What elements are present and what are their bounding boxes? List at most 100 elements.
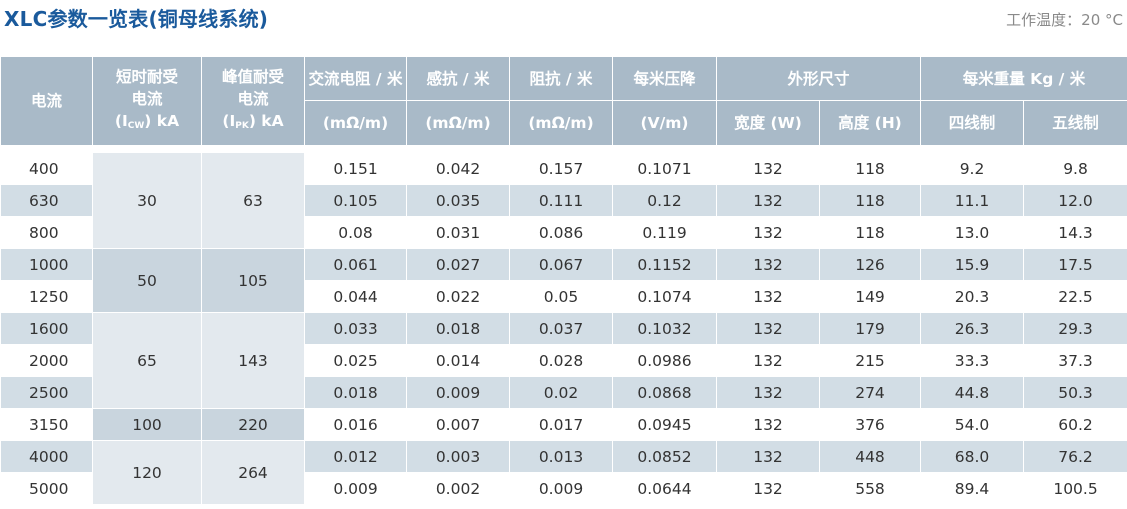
cell-weight-four: 15.9 [920,248,1025,281]
cell-impedance: 0.05 [509,280,613,313]
cell-icw: 100 [92,408,202,441]
cell-current: 1250 [0,280,93,313]
cell-ac-resistance: 0.08 [304,216,407,249]
table-row: 800 0.08 0.031 0.086 0.119 132 118 13.0 … [0,216,1127,249]
cell-weight-five: 76.2 [1023,440,1127,473]
cell-height: 376 [818,408,922,441]
header-weight: 每米重量 Kg / 米 [920,56,1127,101]
cell-voltage-drop: 0.0852 [612,440,717,473]
cell-current: 3150 [0,408,93,441]
cell-height: 558 [818,472,922,505]
cell-height: 126 [818,248,922,281]
cell-weight-five: 14.3 [1023,216,1127,249]
cell-width: 132 [716,312,820,345]
cell-icw: 50 [92,248,202,313]
cell-impedance: 0.009 [509,472,613,505]
cell-weight-four: 89.4 [920,472,1025,505]
cell-impedance: 0.086 [509,216,613,249]
cell-impedance: 0.013 [509,440,613,473]
cell-voltage-drop: 0.12 [612,184,717,217]
cell-weight-four: 13.0 [920,216,1025,249]
cell-weight-five: 22.5 [1023,280,1127,313]
cell-impedance: 0.067 [509,248,613,281]
cell-weight-five: 29.3 [1023,312,1127,345]
cell-ac-resistance: 0.044 [304,280,407,313]
table-row: 1250 0.044 0.022 0.05 0.1074 132 149 20.… [0,280,1127,313]
cell-width: 132 [716,440,820,473]
cell-impedance: 0.017 [509,408,613,441]
cell-weight-five: 60.2 [1023,408,1127,441]
cell-voltage-drop: 0.1032 [612,312,717,345]
cell-voltage-drop: 0.0644 [612,472,717,505]
header-voltage-drop: 每米压降 [612,56,717,101]
cell-weight-four: 54.0 [920,408,1025,441]
cell-impedance: 0.02 [509,376,613,409]
header-five-wire: 五线制 [1023,100,1127,146]
cell-ac-resistance: 0.025 [304,344,407,377]
cell-weight-five: 100.5 [1023,472,1127,505]
cell-icw: 30 [92,152,202,249]
cell-ac-resistance: 0.012 [304,440,407,473]
cell-ipk: 264 [201,440,305,505]
table-row: 1600 65 143 0.033 0.018 0.037 0.1032 132… [0,312,1127,409]
header-ac-resistance: 交流电阻 / 米 [304,56,407,101]
cell-width: 132 [716,184,820,217]
table-row: 5000 0.009 0.002 0.009 0.0644 132 558 89… [0,472,1127,505]
cell-icw: 120 [92,440,202,505]
cell-current: 2000 [0,344,93,377]
table-row: 3150 100 220 0.016 0.007 0.017 0.0945 13… [0,408,1127,441]
header-voltage-drop-unit: (V/m) [612,100,717,146]
table-row: 2000 0.025 0.014 0.028 0.0986 132 215 33… [0,344,1127,377]
cell-voltage-drop: 0.1071 [612,152,717,185]
cell-impedance: 0.037 [509,312,613,345]
cell-weight-four: 26.3 [920,312,1025,345]
table-row: 1000 50 105 0.061 0.027 0.067 0.1152 132… [0,248,1127,313]
cell-current: 1600 [0,312,93,345]
header-short-time-withstand: 短时耐受 电流 (ICW) kA [92,56,202,146]
header-reactance-unit: (mΩ/m) [406,100,510,146]
cell-height: 448 [818,440,922,473]
cell-width: 132 [716,376,820,409]
cell-reactance: 0.042 [406,152,510,185]
table-row: 4000 120 264 0.012 0.003 0.013 0.0852 13… [0,440,1127,505]
cell-ipk: 105 [201,248,305,313]
cell-height: 118 [818,184,922,217]
cell-weight-four: 9.2 [920,152,1025,185]
cell-voltage-drop: 0.0945 [612,408,717,441]
cell-ac-resistance: 0.061 [304,248,407,281]
header-impedance-unit: (mΩ/m) [509,100,613,146]
cell-weight-five: 37.3 [1023,344,1127,377]
cell-reactance: 0.007 [406,408,510,441]
cell-height: 215 [818,344,922,377]
header-four-wire: 四线制 [920,100,1025,146]
header-height: 高度 (H) [818,100,922,146]
header-impedance: 阻抗 / 米 [509,56,613,101]
cell-width: 132 [716,408,820,441]
cell-current: 1000 [0,248,93,281]
cell-ac-resistance: 0.105 [304,184,407,217]
cell-ac-resistance: 0.018 [304,376,407,409]
header-reactance: 感抗 / 米 [406,56,510,101]
header-dimensions: 外形尺寸 [715,56,922,101]
cell-weight-four: 33.3 [920,344,1025,377]
cell-ipk: 220 [201,408,305,441]
cell-voltage-drop: 0.1074 [612,280,717,313]
cell-impedance: 0.111 [509,184,613,217]
cell-ac-resistance: 0.033 [304,312,407,345]
cell-reactance: 0.002 [406,472,510,505]
cell-impedance: 0.028 [509,344,613,377]
cell-reactance: 0.027 [406,248,510,281]
cell-voltage-drop: 0.0868 [612,376,717,409]
cell-height: 118 [818,152,922,185]
cell-height: 274 [818,376,922,409]
cell-width: 132 [716,344,820,377]
cell-height: 149 [818,280,922,313]
cell-weight-four: 11.1 [920,184,1025,217]
cell-ac-resistance: 0.016 [304,408,407,441]
cell-width: 132 [716,216,820,249]
cell-ac-resistance: 0.151 [304,152,407,185]
cell-icw: 65 [92,312,202,409]
cell-weight-four: 20.3 [920,280,1025,313]
header-ac-resistance-unit: (mΩ/m) [304,100,407,146]
cell-ipk: 63 [201,152,305,249]
